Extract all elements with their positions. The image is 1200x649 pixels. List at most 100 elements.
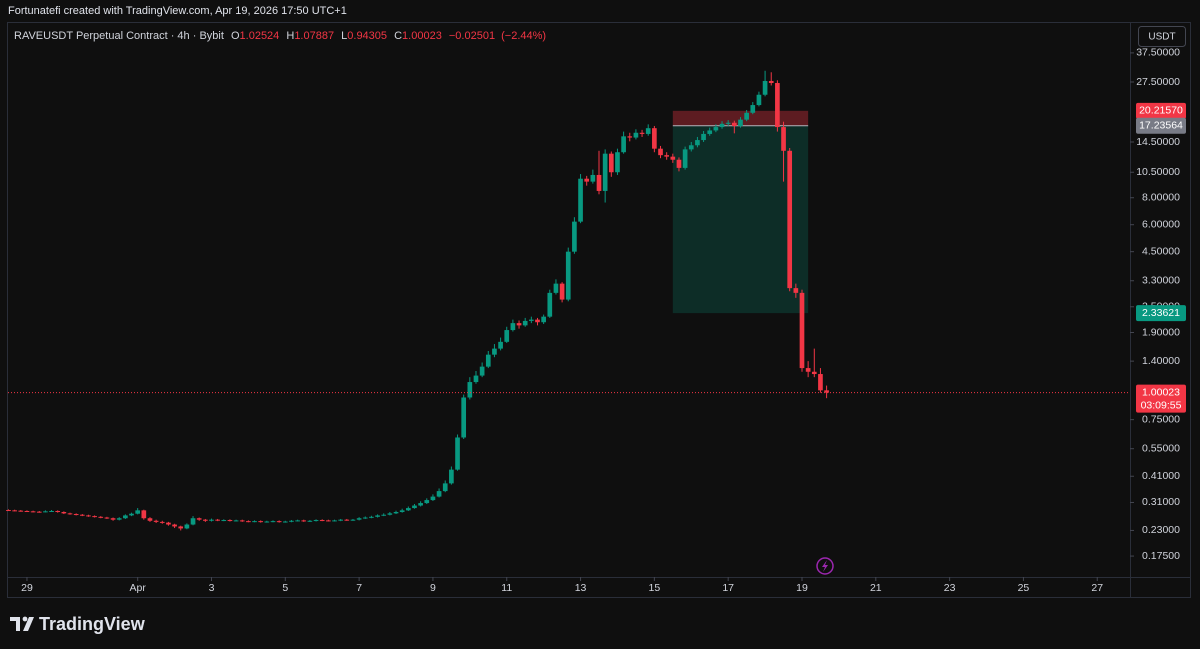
- legend-value: 0.94305: [347, 30, 387, 42]
- currency-button[interactable]: [1138, 26, 1186, 47]
- candle-body: [510, 323, 516, 331]
- lightning-icon[interactable]: [816, 557, 834, 575]
- candle-body: [479, 366, 485, 376]
- candle-body: [596, 174, 602, 191]
- icon-ring: [816, 557, 834, 575]
- candle-body: [461, 397, 467, 438]
- candle-body: [344, 519, 350, 521]
- candle-body: [381, 514, 387, 516]
- legend-letter: L: [341, 30, 347, 42]
- candle-body: [670, 156, 676, 160]
- candle-body: [375, 515, 380, 517]
- icon-bolt: [822, 560, 828, 572]
- candle-body: [627, 136, 633, 138]
- candle-body: [362, 517, 368, 519]
- candle-body: [338, 519, 343, 521]
- current-price-tag-countdown: 03:09:55: [1141, 399, 1182, 411]
- x-tick-label: 5: [282, 582, 288, 594]
- candle-body: [61, 512, 67, 514]
- x-tick-label: 17: [722, 582, 734, 594]
- candle-body: [639, 132, 645, 134]
- candle-body: [295, 520, 300, 522]
- x-tick-label: 19: [796, 582, 808, 594]
- chart-title: RAVEUSDT Perpetual Contract · 4h · Bybit: [14, 30, 224, 42]
- y-tick-label: 0.31000: [1142, 496, 1180, 508]
- candle-body: [436, 491, 442, 497]
- candle-body: [467, 382, 473, 398]
- y-tick-label: 0.75000: [1142, 413, 1180, 425]
- current-price-tag-bg: [1136, 384, 1186, 413]
- candle-body: [209, 519, 214, 521]
- candle-body: [430, 496, 436, 501]
- candle-body: [202, 519, 208, 521]
- candle-body: [252, 521, 257, 523]
- candle-body: [781, 127, 786, 151]
- candle-body: [307, 520, 313, 522]
- x-tick-label: 27: [1091, 582, 1103, 594]
- legend-value: 1.00023: [402, 30, 442, 42]
- chart-frame: [7, 22, 1191, 598]
- y-tick-label: 0.41000: [1142, 470, 1180, 482]
- candle-body: [498, 341, 503, 349]
- entry-tag: 17.23564: [1139, 120, 1183, 132]
- candle-body: [719, 123, 725, 128]
- candle-body: [332, 520, 337, 522]
- candle-body: [535, 319, 540, 323]
- candle-body: [645, 128, 651, 134]
- x-tick-label: 23: [944, 582, 956, 594]
- candle-body: [615, 152, 620, 173]
- logo-mark: [10, 617, 20, 631]
- y-tick-label: 10.50000: [1136, 166, 1180, 178]
- x-tick-label: 21: [870, 582, 882, 594]
- y-tick-label: 0.55000: [1142, 442, 1180, 454]
- candle-body: [485, 354, 491, 367]
- x-tick-label: 25: [1018, 582, 1030, 594]
- candle-body: [799, 292, 805, 369]
- candle-body: [135, 510, 141, 514]
- candle-body: [442, 483, 448, 492]
- candle-body: [313, 520, 319, 522]
- candle-body: [239, 520, 245, 522]
- logo-mark: [22, 616, 28, 622]
- stop-tag-bg: [1136, 102, 1186, 119]
- candle-body: [541, 316, 546, 323]
- y-tick-label: 37.50000: [1136, 47, 1180, 59]
- logo-mark: [23, 617, 34, 631]
- target-zone: [672, 125, 809, 314]
- candle-body: [516, 323, 522, 326]
- candle-body: [424, 500, 430, 504]
- x-tick-label: 29: [21, 582, 33, 594]
- candle-body: [159, 521, 165, 523]
- y-tick-label: 4.50000: [1142, 245, 1180, 257]
- legend-letter: O: [231, 30, 240, 42]
- x-tick-label: 11: [501, 582, 512, 594]
- candle-body: [141, 510, 147, 519]
- candle-body: [246, 521, 251, 523]
- candle-body: [529, 319, 534, 321]
- x-tick-label: 7: [356, 582, 362, 594]
- candle-body: [412, 505, 417, 509]
- candle-body: [172, 524, 177, 527]
- y-tick-label: 3.30000: [1142, 275, 1180, 287]
- candle-body: [731, 122, 737, 126]
- y-tick-label: 6.00000: [1142, 218, 1180, 230]
- candle-body: [455, 437, 460, 470]
- candle-body: [553, 283, 559, 293]
- candle-body: [184, 524, 190, 529]
- candle-body: [18, 510, 24, 512]
- candle-body: [504, 330, 510, 342]
- brand-name: TradingView: [39, 614, 146, 634]
- candle-body: [449, 469, 454, 484]
- candle-body: [756, 94, 762, 106]
- candle-body: [98, 516, 104, 518]
- candle-body: [110, 518, 116, 520]
- candle-body: [319, 520, 325, 522]
- legend-letter: C: [394, 30, 402, 42]
- candle-body: [356, 518, 362, 520]
- legend-change-pct: (−2.44%): [501, 30, 546, 42]
- candle-body: [92, 516, 97, 518]
- currency-label: USDT: [1148, 32, 1175, 43]
